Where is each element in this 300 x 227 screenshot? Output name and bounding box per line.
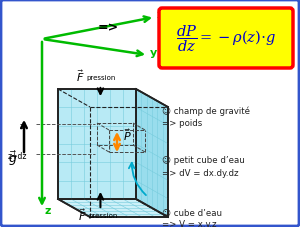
Polygon shape bbox=[58, 90, 136, 199]
Text: ☺ champ de gravité
=> poids: ☺ champ de gravité => poids bbox=[162, 106, 250, 127]
Text: x: x bbox=[157, 10, 164, 20]
Text: z+dz: z+dz bbox=[8, 151, 28, 160]
Text: $\vec{g}$: $\vec{g}$ bbox=[8, 149, 17, 167]
Text: $\vec{P}$: $\vec{P}$ bbox=[123, 127, 132, 142]
Text: $\vec{F}$: $\vec{F}$ bbox=[78, 206, 87, 222]
Text: z: z bbox=[20, 121, 24, 131]
Text: y: y bbox=[150, 48, 157, 58]
Text: $\dfrac{dP}{dz} = -\rho(z){\cdot}g$: $\dfrac{dP}{dz} = -\rho(z){\cdot}g$ bbox=[176, 24, 276, 54]
Text: pression: pression bbox=[86, 75, 116, 81]
FancyBboxPatch shape bbox=[159, 9, 293, 69]
Text: pression: pression bbox=[88, 212, 118, 218]
Text: =>: => bbox=[98, 21, 118, 34]
Polygon shape bbox=[136, 90, 168, 217]
Text: $\vec{F}$: $\vec{F}$ bbox=[76, 68, 85, 84]
Text: z: z bbox=[44, 205, 50, 215]
Text: ☺ cube d’eau
=> V = x.y.z: ☺ cube d’eau => V = x.y.z bbox=[162, 207, 222, 227]
Polygon shape bbox=[58, 199, 168, 217]
Text: ☺ petit cube d’eau
=> dV = dx.dy.dz: ☺ petit cube d’eau => dV = dx.dy.dz bbox=[162, 155, 245, 177]
